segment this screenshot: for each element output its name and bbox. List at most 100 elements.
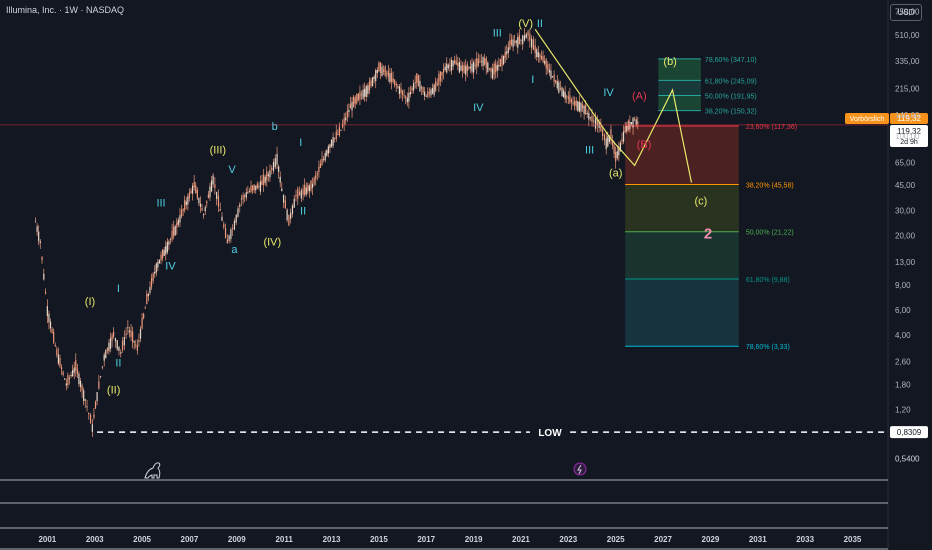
- wave-label: I: [299, 137, 302, 149]
- candle-body: [458, 62, 460, 73]
- candle-body: [207, 194, 209, 198]
- candle-body: [532, 39, 534, 51]
- candle-body: [348, 109, 350, 113]
- candle-body: [564, 92, 566, 99]
- y-tick-label: 1,20: [895, 405, 911, 414]
- candle-body: [591, 115, 593, 122]
- chart-title: Illumina, Inc. · 1W · NASDAQ: [6, 5, 125, 15]
- candle-body: [311, 183, 314, 188]
- x-tick-label: 2031: [749, 535, 767, 544]
- candle-body: [362, 89, 364, 99]
- candle-body: [353, 96, 355, 108]
- candle-body: [334, 138, 336, 139]
- x-tick-label: 2025: [607, 535, 625, 544]
- candle-body: [128, 330, 131, 333]
- wave-label: (c): [695, 195, 708, 207]
- candle-body: [88, 413, 90, 415]
- candle-body: [282, 194, 285, 203]
- x-tick-label: 2015: [370, 535, 388, 544]
- candle-body: [417, 75, 419, 86]
- candle-body: [158, 259, 161, 264]
- candle-body: [39, 241, 41, 244]
- wave-label: (I): [85, 296, 95, 308]
- candle-body: [93, 414, 95, 418]
- candle-body: [266, 171, 268, 181]
- candle-body: [108, 342, 110, 352]
- candle-body: [566, 96, 568, 97]
- candle-body: [141, 317, 143, 329]
- candle-body: [304, 184, 306, 196]
- candle-body: [216, 191, 218, 200]
- candle-body: [517, 37, 519, 48]
- candle-body: [298, 191, 301, 196]
- candle-body: [136, 345, 138, 351]
- candle-body: [297, 188, 299, 199]
- candle-body: [34, 221, 37, 223]
- candle-body: [143, 314, 145, 318]
- candle-body: [228, 235, 230, 241]
- candle-body: [403, 95, 405, 97]
- candle-body: [490, 67, 492, 72]
- candle-body: [316, 173, 318, 175]
- y-axis: 750,00 510,00 335,00 215,00 140,00 100,00 65,0…: [895, 7, 920, 463]
- candle-body: [235, 214, 237, 223]
- wave-label: IV: [165, 261, 176, 273]
- candle-body: [551, 76, 554, 77]
- candle-body: [343, 118, 345, 125]
- candle-body: [405, 96, 407, 98]
- candle-body: [116, 340, 118, 350]
- candle-body: [329, 144, 331, 148]
- candle-body: [553, 74, 555, 82]
- candle-body: [51, 328, 53, 333]
- candle-body: [466, 64, 468, 72]
- y-tick-label: 65,00: [895, 159, 916, 168]
- candle-body: [274, 158, 276, 168]
- candle-body: [76, 368, 78, 375]
- low-value-text: 0,8309: [897, 428, 922, 437]
- candle-body: [477, 58, 479, 66]
- wave-label: (III): [210, 145, 227, 157]
- candle-body: [149, 287, 151, 293]
- candle-body: [630, 122, 633, 125]
- candle-body: [479, 61, 481, 63]
- candle-body: [146, 294, 148, 305]
- candle-body: [338, 126, 341, 136]
- candle-body: [195, 185, 197, 194]
- candle-body: [326, 150, 328, 156]
- candle-body: [224, 227, 227, 238]
- candle-body: [428, 92, 430, 94]
- candle-body: [57, 354, 60, 364]
- candle-body: [514, 41, 516, 43]
- candle-body: [349, 104, 352, 109]
- x-tick-label: 2023: [559, 535, 577, 544]
- candle-body: [534, 45, 536, 54]
- candle-body: [209, 186, 211, 198]
- candle-body: [605, 138, 607, 149]
- currency-button[interactable]: USD: [890, 4, 922, 21]
- candle-body: [480, 60, 483, 62]
- candle-body: [430, 89, 432, 96]
- candle-body: [302, 189, 304, 195]
- candle-body: [46, 306, 48, 316]
- candle-body: [179, 215, 181, 223]
- candle-body: [176, 222, 178, 228]
- candle-body: [610, 129, 612, 140]
- x-tick-label: 2019: [465, 535, 483, 544]
- candle-body: [351, 101, 353, 111]
- candle-body: [232, 228, 234, 229]
- wave-label: III: [585, 145, 594, 157]
- candle-body: [622, 131, 625, 142]
- candle-body: [48, 313, 50, 323]
- candle-body: [144, 307, 146, 309]
- candle-body: [368, 81, 371, 91]
- candle-body: [473, 61, 475, 73]
- candle-body: [634, 119, 636, 121]
- candle-body: [127, 327, 129, 329]
- candle-body: [261, 180, 263, 185]
- x-tick-label: 2007: [181, 535, 199, 544]
- candle-body: [575, 100, 577, 107]
- fib-zone: [625, 184, 739, 232]
- x-tick-label: 2033: [796, 535, 814, 544]
- candle-body: [56, 348, 58, 355]
